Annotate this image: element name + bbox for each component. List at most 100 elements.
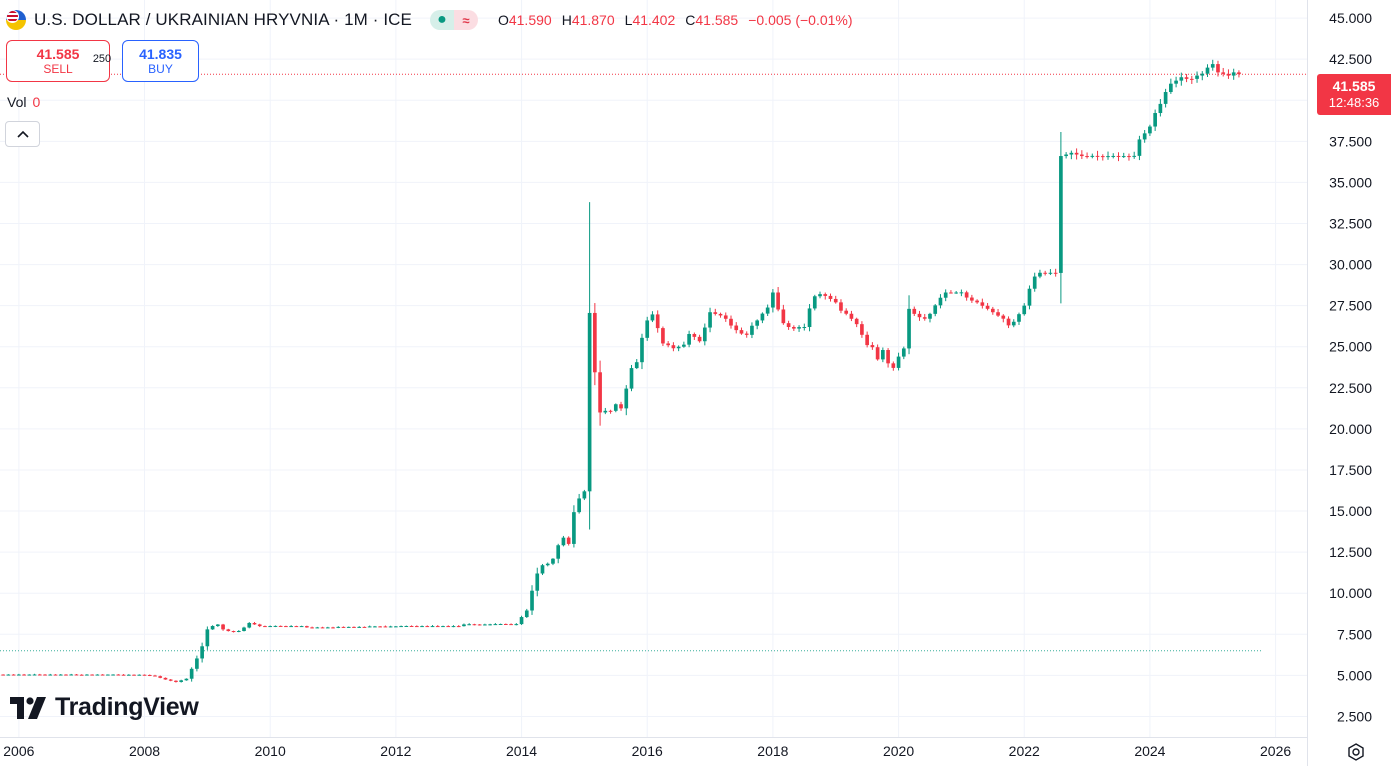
candle-body (603, 410, 608, 413)
candle-body (498, 623, 503, 625)
candle-body (189, 668, 194, 679)
candle-body (572, 512, 576, 544)
candle-body (645, 320, 650, 338)
candle-body (430, 626, 435, 628)
candle-body (760, 313, 765, 321)
candle-body (964, 292, 969, 298)
delayed-data-icon: ≈ (453, 10, 478, 30)
candle-body (1221, 72, 1226, 74)
candle-body (153, 675, 157, 677)
candle-body (640, 337, 644, 363)
candle-body (938, 297, 943, 306)
candle-body (216, 624, 220, 627)
candle-body (587, 312, 592, 492)
candle-body (210, 626, 215, 630)
bar-countdown: 12:48:36 (1328, 95, 1380, 110)
candle-body (928, 313, 932, 319)
candle-body (1237, 72, 1241, 75)
candle-body (687, 334, 691, 345)
candle-body (1163, 92, 1168, 104)
volume-value: 0 (32, 94, 41, 110)
candle-body (58, 674, 63, 676)
candle-body (1111, 155, 1116, 157)
x-tick-label: 2006 (3, 743, 34, 759)
x-tick-label: 2024 (1134, 743, 1165, 759)
y-tick-label: 35.000 (1329, 174, 1372, 190)
candle-body (750, 325, 754, 335)
sell-label: SELL (43, 61, 73, 76)
candle-body (48, 674, 53, 676)
candle-body (922, 317, 927, 319)
candle-body (1121, 156, 1126, 158)
candle-body (373, 626, 377, 628)
candle-body (1116, 155, 1121, 157)
candle-body (970, 297, 974, 301)
candle-body (540, 565, 545, 574)
market-status[interactable]: ● ≈ (429, 10, 478, 30)
y-tick-label: 30.000 (1329, 257, 1372, 273)
candle-body (95, 674, 100, 676)
candle-body (388, 626, 393, 628)
candle-body (22, 674, 26, 676)
usd-uah-flag-icon (6, 10, 26, 30)
candle-body (126, 674, 131, 676)
candle-body (875, 347, 880, 360)
candle-body (462, 624, 466, 627)
candle-body (1069, 152, 1074, 155)
candle-body (85, 674, 89, 676)
symbol-title[interactable]: U.S. DOLLAR / UKRAINIAN HRYVNIA · 1M · I… (34, 10, 412, 29)
candle-body (802, 327, 807, 329)
candle-body (325, 627, 330, 629)
candle-body (378, 626, 382, 628)
candle-body (870, 345, 875, 348)
candle-body (1137, 139, 1142, 156)
candle-body (509, 624, 513, 626)
buy-label: BUY (148, 61, 173, 76)
candle-body (205, 629, 210, 647)
candle-body (341, 626, 346, 628)
candle-body (912, 308, 917, 314)
candle-body (807, 308, 812, 328)
candle-body (849, 313, 854, 319)
candle-body (278, 625, 283, 627)
y-tick-label: 25.000 (1329, 339, 1372, 355)
ohlc-values: O41.590 H41.870 L41.402 C41.585 −0.005 (… (497, 12, 853, 28)
candle-body (367, 626, 372, 628)
candle-body (786, 323, 791, 328)
candle-body (37, 674, 42, 676)
candle-body (273, 625, 278, 627)
candle-body (315, 627, 320, 629)
sell-button[interactable]: 41.585 SELL (6, 40, 110, 82)
candle-body (1053, 272, 1058, 274)
candle-body (655, 314, 660, 329)
candle-body (1074, 152, 1079, 155)
candle-body (257, 624, 262, 627)
candle-body (634, 362, 639, 369)
candle-body (1142, 133, 1147, 140)
tradingview-logo-icon (10, 696, 46, 719)
candle-body (959, 292, 964, 294)
tradingview-logo[interactable]: TradingView (10, 693, 199, 722)
candle-body (676, 346, 681, 349)
gear-icon[interactable] (1345, 741, 1367, 763)
candle-body (980, 302, 985, 306)
candle-body (797, 327, 801, 329)
candle-body (556, 545, 561, 559)
collapse-legend-button[interactable] (5, 121, 40, 147)
candle-body (990, 308, 995, 313)
y-tick-label: 7.500 (1337, 626, 1372, 642)
candle-body (320, 627, 325, 629)
x-tick-label: 2020 (883, 743, 914, 759)
candle-body (221, 624, 225, 630)
candle-body (252, 622, 257, 625)
y-tick-label: 45.000 (1329, 10, 1372, 26)
candle-body (1174, 80, 1178, 84)
buy-button[interactable]: 41.835 BUY (122, 40, 199, 82)
candle-body (896, 356, 901, 368)
candle-body (299, 626, 304, 628)
candle-body (1106, 156, 1110, 158)
candle-body (629, 368, 634, 389)
buy-price: 41.835 (139, 45, 182, 62)
candle-body (79, 674, 84, 676)
